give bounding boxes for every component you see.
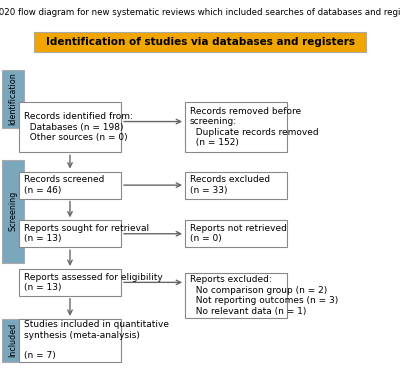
FancyBboxPatch shape: [19, 102, 121, 153]
FancyBboxPatch shape: [185, 273, 287, 318]
FancyBboxPatch shape: [185, 102, 287, 153]
FancyBboxPatch shape: [19, 319, 121, 362]
FancyBboxPatch shape: [185, 172, 287, 199]
Text: Identification of studies via databases and registers: Identification of studies via databases …: [46, 37, 354, 47]
Text: Records screened
(n = 46): Records screened (n = 46): [24, 175, 104, 195]
FancyBboxPatch shape: [185, 220, 287, 247]
Text: Reports assessed for eligibility
(n = 13): Reports assessed for eligibility (n = 13…: [24, 273, 162, 292]
FancyBboxPatch shape: [2, 70, 24, 128]
FancyBboxPatch shape: [2, 319, 24, 362]
FancyBboxPatch shape: [34, 32, 366, 52]
Text: Records removed before
screening:
  Duplicate records removed
  (n = 152): Records removed before screening: Duplic…: [190, 107, 318, 147]
Text: Included: Included: [8, 323, 18, 358]
FancyBboxPatch shape: [2, 160, 24, 263]
Text: Studies included in quantitative
synthesis (meta-analysis)

(n = 7): Studies included in quantitative synthes…: [24, 320, 169, 361]
Text: Reports not retrieved
(n = 0): Reports not retrieved (n = 0): [190, 224, 287, 243]
Text: Identification: Identification: [8, 73, 18, 126]
Text: Reports sought for retrieval
(n = 13): Reports sought for retrieval (n = 13): [24, 224, 149, 243]
Text: PRISMA 2020 flow diagram for new systematic reviews which included searches of d: PRISMA 2020 flow diagram for new systema…: [0, 8, 400, 17]
FancyBboxPatch shape: [19, 220, 121, 247]
FancyBboxPatch shape: [19, 269, 121, 296]
FancyBboxPatch shape: [19, 172, 121, 199]
Text: Reports excluded:
  No comparison group (n = 2)
  Not reporting outcomes (n = 3): Reports excluded: No comparison group (n…: [190, 275, 338, 316]
Text: Screening: Screening: [8, 191, 18, 232]
Text: Records excluded
(n = 33): Records excluded (n = 33): [190, 175, 270, 195]
Text: Records identified from:
  Databases (n = 198)
  Other sources (n = 0): Records identified from: Databases (n = …: [24, 112, 133, 142]
